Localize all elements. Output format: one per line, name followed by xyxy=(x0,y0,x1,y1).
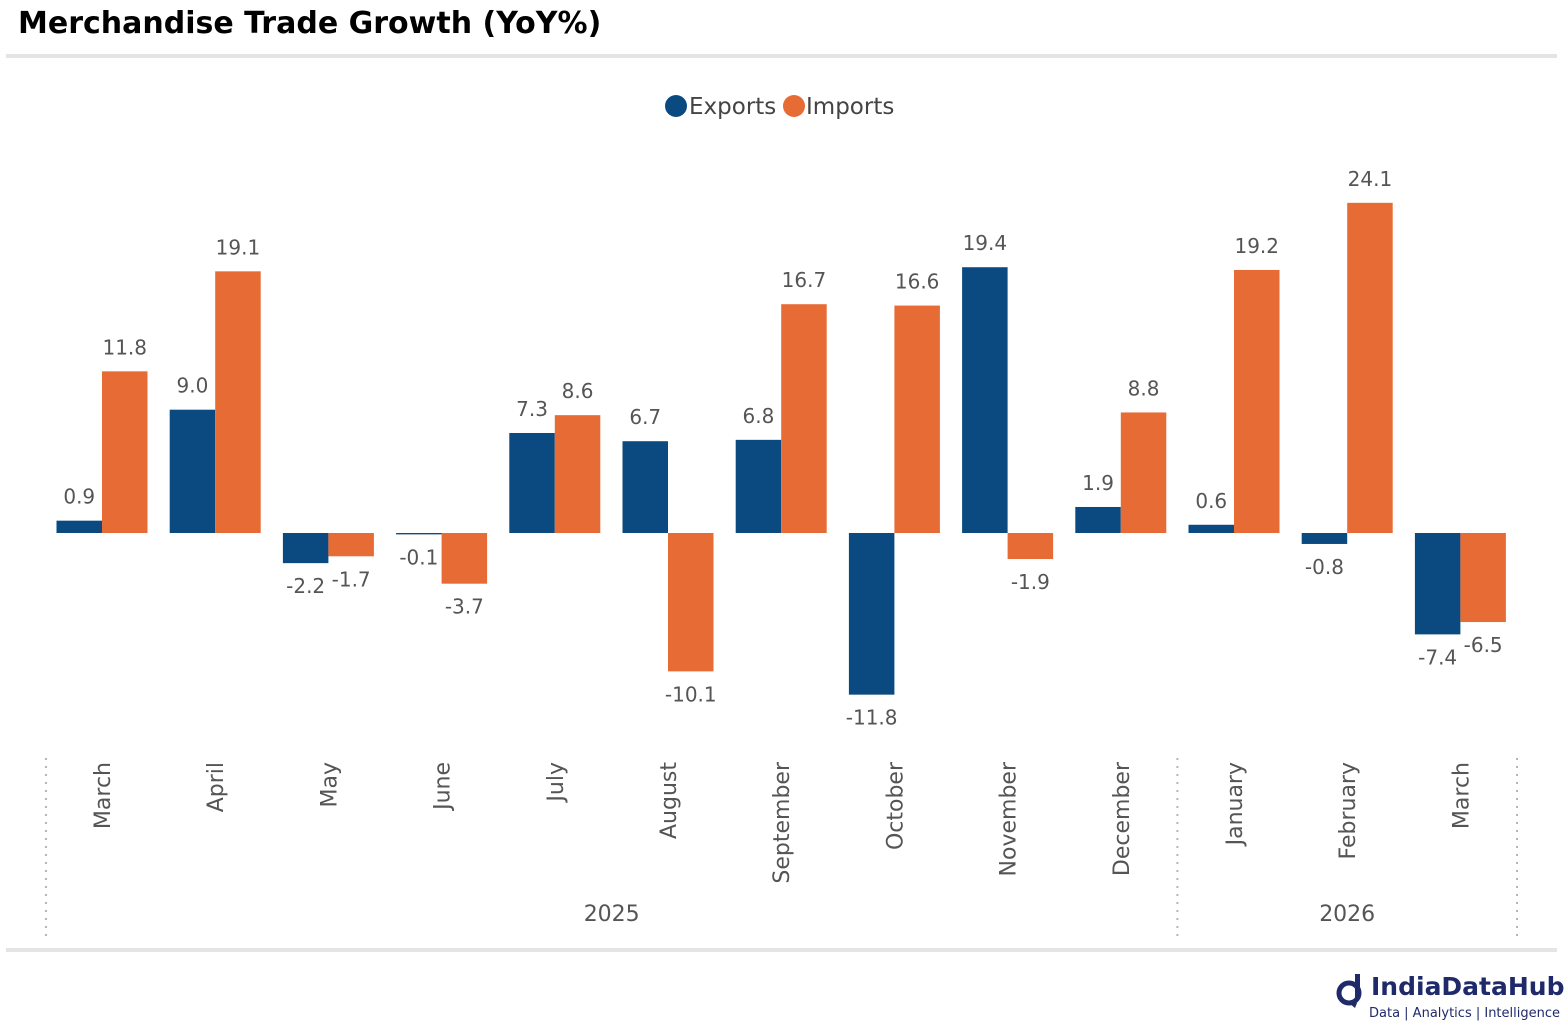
x-tick-label: August xyxy=(657,762,682,839)
brand-logo: IndiaDataHub Data | Analytics | Intellig… xyxy=(1333,968,1565,1030)
data-label-imports: 16.6 xyxy=(895,270,940,294)
brand-tagline: Data | Analytics | Intelligence xyxy=(1369,1006,1561,1021)
x-tick-label: July xyxy=(544,762,569,804)
x-tick-label: March xyxy=(1449,762,1474,829)
data-label-exports: 6.8 xyxy=(743,404,775,428)
bar-imports xyxy=(1460,533,1506,623)
x-tick-label: June xyxy=(431,762,456,812)
bar-exports xyxy=(1301,533,1348,544)
bar-imports xyxy=(1007,533,1054,560)
data-label-imports: 19.1 xyxy=(216,235,261,259)
bar-exports xyxy=(282,533,329,564)
bar-imports xyxy=(1120,412,1167,533)
x-tick-label: October xyxy=(883,761,908,850)
bar-exports xyxy=(1414,533,1461,635)
year-label: 2025 xyxy=(584,902,640,927)
bar-exports xyxy=(622,441,668,533)
bar-exports xyxy=(735,439,782,533)
bar-exports xyxy=(396,533,442,535)
data-label-imports: -1.7 xyxy=(332,567,371,591)
x-tick-label: January xyxy=(1223,762,1248,847)
data-label-exports: 7.3 xyxy=(516,397,548,421)
data-label-imports: 11.8 xyxy=(102,335,147,359)
x-tick-label: March xyxy=(91,762,116,829)
data-label-imports: 16.7 xyxy=(782,268,827,292)
bar-imports xyxy=(328,533,374,557)
x-tick-label: December xyxy=(1110,761,1135,876)
bar-exports xyxy=(56,520,102,533)
data-label-exports: -7.4 xyxy=(1418,645,1457,669)
bottom-divider xyxy=(6,948,1557,952)
legend-label-exports: Exports xyxy=(689,94,776,120)
legend-label-imports: Imports xyxy=(806,94,894,120)
legend-marker-exports xyxy=(665,95,687,117)
data-label-imports: -3.7 xyxy=(445,595,484,619)
data-label-exports: -0.8 xyxy=(1305,555,1344,579)
bar-imports xyxy=(1347,202,1393,533)
x-tick-label: November xyxy=(997,761,1022,876)
bar-exports xyxy=(169,409,216,533)
data-label-exports: -11.8 xyxy=(846,706,898,730)
data-label-exports: -2.2 xyxy=(286,574,325,598)
indiadatahub-logo-icon xyxy=(1336,974,1362,1008)
x-tick-label: February xyxy=(1336,762,1361,860)
data-label-imports: -6.5 xyxy=(1464,633,1503,657)
data-label-imports: 19.2 xyxy=(1234,234,1279,258)
data-label-imports: 8.6 xyxy=(562,379,594,403)
data-label-imports: 24.1 xyxy=(1348,167,1393,191)
bar-exports xyxy=(509,432,555,533)
bar-exports xyxy=(848,533,895,695)
data-label-exports: 6.7 xyxy=(629,405,661,429)
x-tick-label: May xyxy=(317,762,342,807)
bar-imports xyxy=(781,304,827,533)
data-label-imports: -10.1 xyxy=(665,682,717,706)
bar-imports xyxy=(1234,269,1280,533)
chart-title: Merchandise Trade Growth (YoY%) xyxy=(18,6,602,41)
bar-imports xyxy=(102,371,148,533)
x-tick-label: September xyxy=(770,761,795,884)
data-label-exports: 1.9 xyxy=(1082,471,1114,495)
legend-marker-imports xyxy=(783,95,805,117)
bar-imports xyxy=(554,415,601,533)
data-label-exports: 0.9 xyxy=(63,485,95,509)
data-label-exports: 19.4 xyxy=(963,231,1008,255)
data-label-exports: 9.0 xyxy=(177,374,209,398)
bar-imports xyxy=(215,271,261,533)
bar-exports xyxy=(1188,524,1234,533)
brand-name: IndiaDataHub xyxy=(1371,972,1565,1001)
data-label-exports: -0.1 xyxy=(399,545,438,569)
bar-imports xyxy=(668,533,714,672)
bar-imports xyxy=(441,533,488,584)
bar-exports xyxy=(1075,506,1121,533)
x-tick-label: April xyxy=(204,762,229,812)
top-divider xyxy=(6,54,1557,58)
bar-imports xyxy=(894,305,940,533)
year-label: 2026 xyxy=(1319,902,1375,927)
bar-exports xyxy=(962,267,1008,533)
data-label-imports: -1.9 xyxy=(1011,570,1050,594)
data-label-exports: 0.6 xyxy=(1195,489,1227,513)
data-label-imports: 8.8 xyxy=(1128,376,1160,400)
